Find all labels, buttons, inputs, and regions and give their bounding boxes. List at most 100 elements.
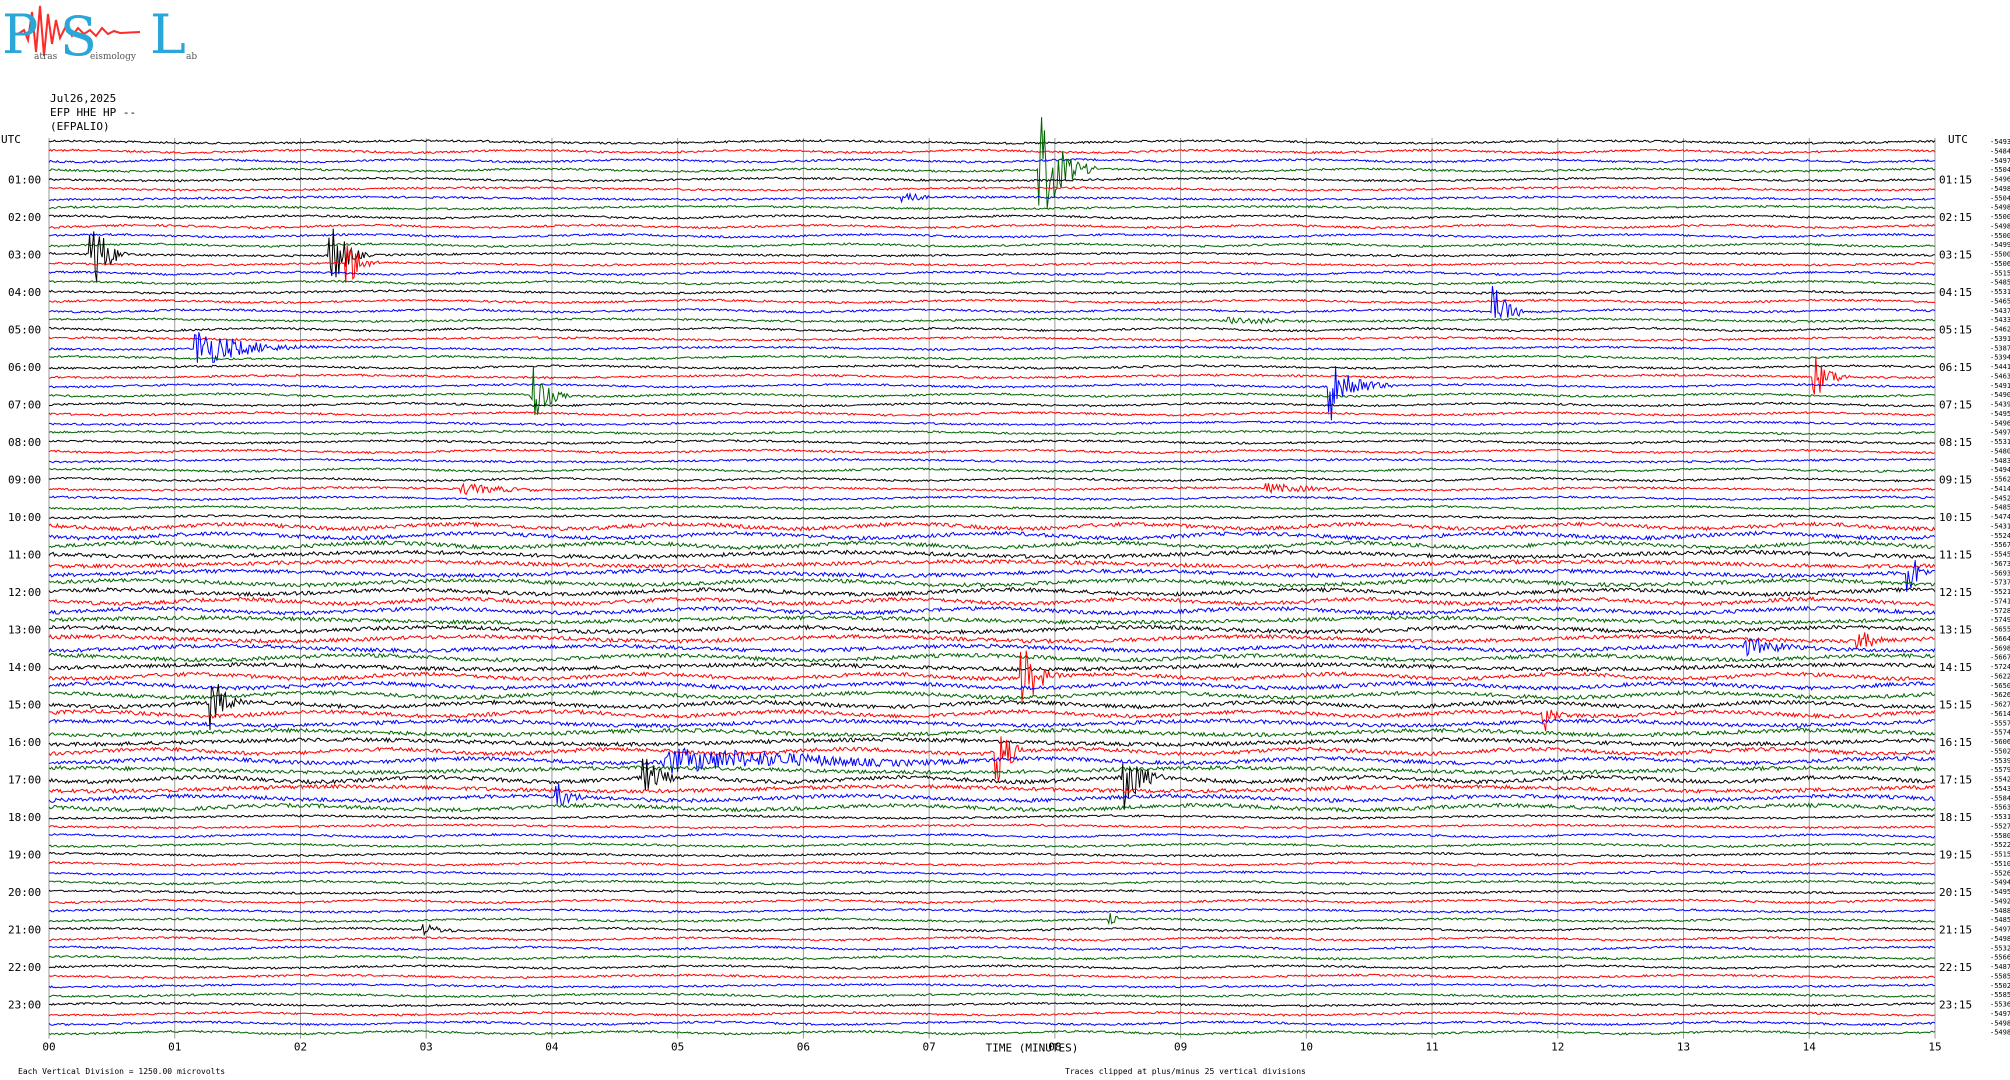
trace-line <box>48 923 1936 937</box>
trace-offset-label: -5579 <box>1990 766 2010 774</box>
trace-line <box>48 521 1936 532</box>
right-hour-label: 22:15 <box>1939 961 1972 974</box>
trace-line <box>48 139 1936 145</box>
logo-text-ab: ab <box>186 52 198 62</box>
left-hour-label: 01:00 <box>8 174 41 187</box>
trace-offset-label: -5504 <box>1990 194 2010 202</box>
logo-text-eismology: eismology <box>90 52 136 62</box>
x-tick-label: 06 <box>797 1041 810 1054</box>
trace-offset-label: -5539 <box>1990 757 2010 765</box>
right-hour-label: 13:15 <box>1939 624 1972 637</box>
x-tick-label: 03 <box>420 1041 433 1054</box>
trace-line <box>48 429 1936 436</box>
left-hour-label: 23:00 <box>8 999 41 1012</box>
trace-line <box>48 973 1936 980</box>
trace-offset-label: -5480 <box>1990 447 2010 455</box>
footer-clip-note: Traces clipped at plus/minus 25 vertical… <box>1065 1067 1306 1076</box>
left-axis-title: UTC <box>1 133 21 146</box>
trace-offset-label: -5498 <box>1990 185 2010 193</box>
right-hour-label: 21:15 <box>1939 924 1972 937</box>
right-hour-label: 17:15 <box>1939 774 1972 787</box>
left-hour-label: 08:00 <box>8 436 41 449</box>
x-tick-label: 05 <box>671 1041 684 1054</box>
trace-line <box>48 1001 1935 1008</box>
right-hour-label: 09:15 <box>1939 474 1972 487</box>
right-hour-label: 07:15 <box>1939 399 1972 412</box>
left-hour-label: 09:00 <box>8 474 41 487</box>
trace-offset-label: -5483 <box>1990 457 2010 465</box>
trace-line <box>48 558 1936 570</box>
x-tick-label: 11 <box>1425 1041 1438 1054</box>
trace-line <box>48 851 1936 858</box>
trace-offset-label: -5500 <box>1990 232 2010 240</box>
trace-offset-label: -5462 <box>1990 326 2010 334</box>
left-hour-label: 13:00 <box>8 624 41 637</box>
left-hour-label: 20:00 <box>8 886 41 899</box>
right-axis-title: UTC <box>1948 133 1968 146</box>
trace-line <box>48 758 1936 809</box>
trace-line <box>48 879 1935 886</box>
trace-line <box>48 214 1935 220</box>
trace-offset-label: -5500 <box>1990 213 2010 221</box>
trace-offset-label: -5497 <box>1990 1010 2010 1018</box>
trace-line <box>48 605 1936 616</box>
x-tick-label: 10 <box>1300 1041 1313 1054</box>
trace-offset-label: -5484 <box>1990 147 2010 155</box>
trace-offset-label: -5526 <box>1990 869 2010 877</box>
trace-offset-label: -5463 <box>1990 372 2010 380</box>
trace-line <box>48 661 1936 673</box>
left-hour-label: 18:00 <box>8 811 41 824</box>
trace-offset-label: -5562 <box>1990 476 2010 484</box>
x-tick-label: 09 <box>1174 1041 1187 1054</box>
left-hour-label: 04:00 <box>8 286 41 299</box>
trace-line <box>48 228 1935 282</box>
trace-line <box>48 652 1935 663</box>
trace-line <box>48 232 1935 239</box>
right-hour-label: 16:15 <box>1939 736 1972 749</box>
trace-offset-label: -5527 <box>1990 822 2010 830</box>
trace-line <box>48 401 1935 408</box>
trace-line <box>48 223 1936 230</box>
trace-line <box>48 783 1936 794</box>
trace-offset-label: -5531 <box>1990 288 2010 296</box>
trace-line <box>48 935 1936 942</box>
trace-line <box>48 1029 1935 1036</box>
trace-line <box>48 176 1936 183</box>
trace-line <box>48 530 1936 542</box>
trace-line <box>48 596 1935 607</box>
right-hour-label: 06:15 <box>1939 361 1972 374</box>
right-hour-label: 10:15 <box>1939 511 1972 524</box>
trace-line <box>48 504 1936 511</box>
trace-offset-label: -5499 <box>1990 241 2010 249</box>
trace-offset-label: -5737 <box>1990 579 2010 587</box>
trace-offset-label: -5510 <box>1990 860 2010 868</box>
trace-line <box>48 439 1935 445</box>
trace-line <box>48 736 1935 748</box>
right-hour-label: 15:15 <box>1939 699 1972 712</box>
trace-offset-label: -5728 <box>1990 607 2010 615</box>
trace-offset-label: -5431 <box>1990 522 2010 530</box>
trace-offset-label: -5531 <box>1990 438 2010 446</box>
trace-offset-label: -5495 <box>1990 410 2010 418</box>
trace-offset-label: -5497 <box>1990 157 2010 165</box>
trace-offset-label: -5532 <box>1990 944 2010 952</box>
trace-offset-label: -5585 <box>1990 991 2010 999</box>
trace-line <box>48 992 1936 999</box>
right-hour-label: 20:15 <box>1939 886 1972 899</box>
trace-offset-label: -5522 <box>1990 841 2010 849</box>
right-hour-label: 11:15 <box>1939 549 1972 562</box>
trace-line <box>49 954 1935 961</box>
trace-offset-label: -5494 <box>1990 466 2010 474</box>
trace-line <box>48 356 1936 395</box>
trace-line <box>48 870 1936 877</box>
trace-line <box>48 332 1936 363</box>
trace-line <box>48 586 1936 598</box>
trace-line <box>48 689 1936 701</box>
x-tick-label: 07 <box>923 1041 936 1054</box>
trace-line <box>48 898 1936 905</box>
logo-letter-s: S <box>60 5 97 68</box>
x-tick-label: 12 <box>1551 1041 1564 1054</box>
trace-line <box>48 204 1935 211</box>
trace-line <box>49 316 1936 325</box>
trace-line <box>48 364 1936 371</box>
